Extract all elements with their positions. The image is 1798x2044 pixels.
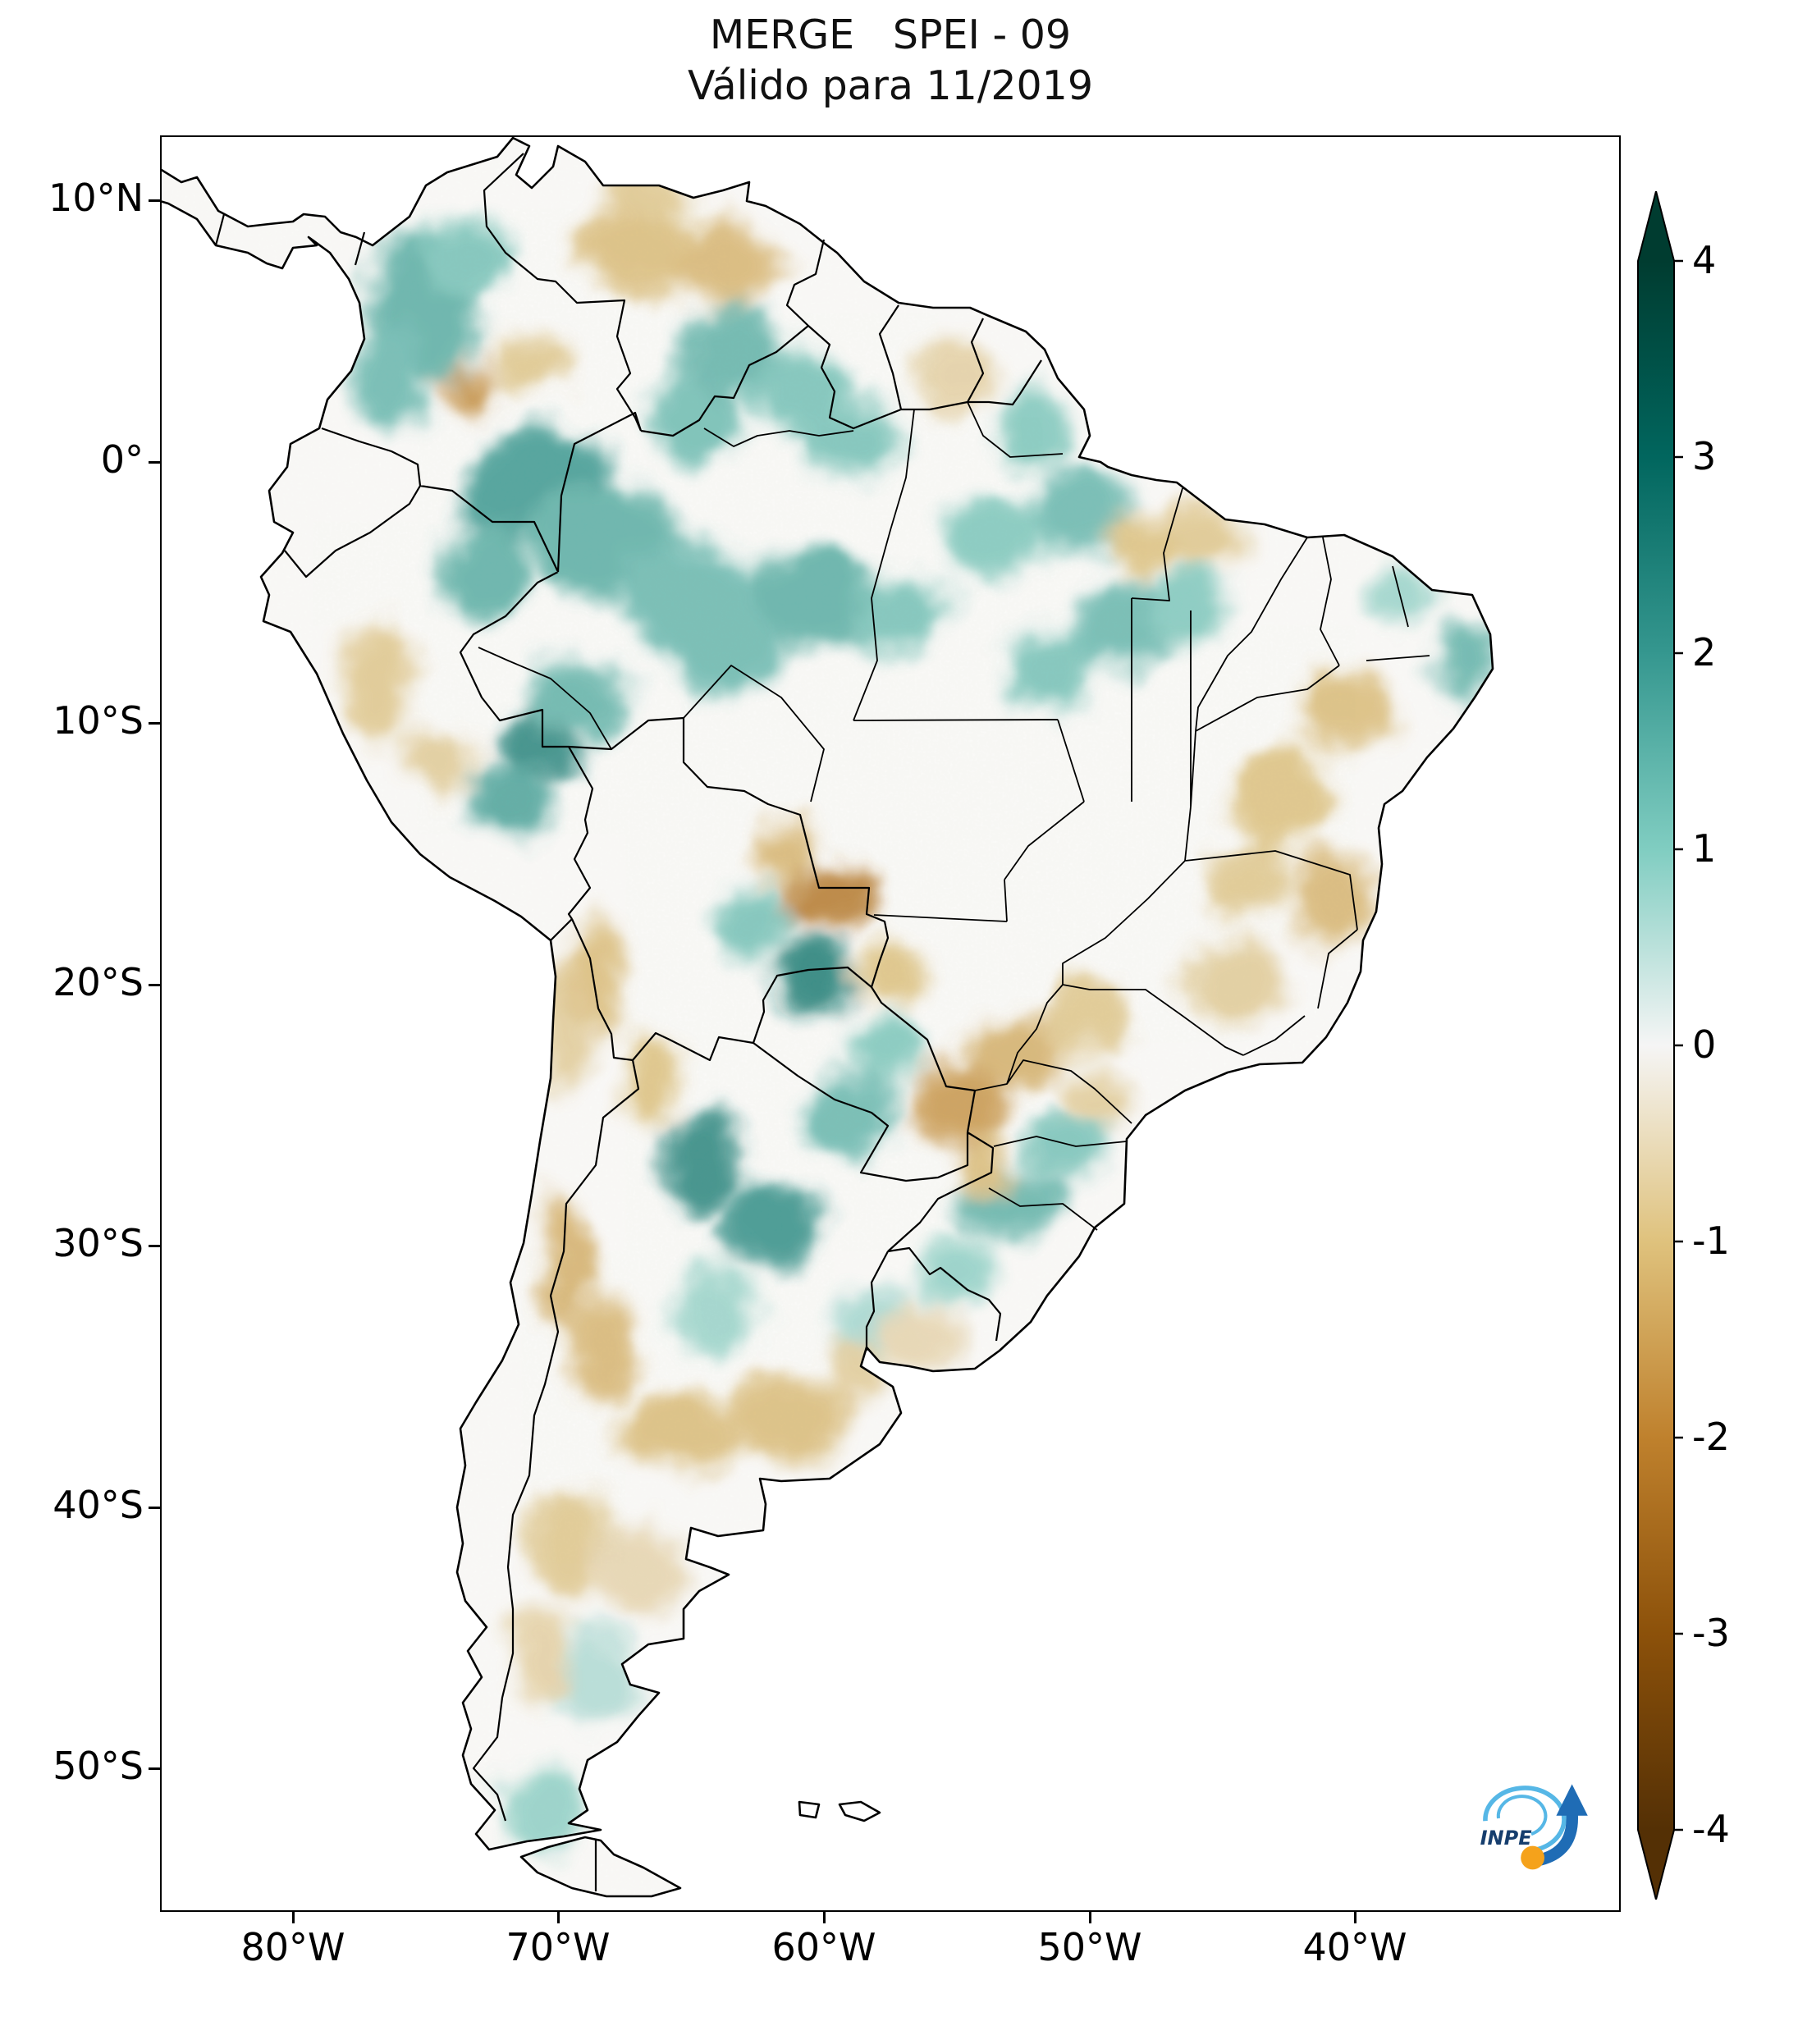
colorbar-tick-label: -4	[1692, 1807, 1730, 1851]
x-axis-tick	[557, 1912, 560, 1923]
chart-subtitle: Válido para 11/2019	[687, 62, 1094, 109]
colorbar	[1637, 191, 1683, 1900]
y-axis-tick	[149, 984, 160, 986]
colorbar-tick-label: 0	[1692, 1022, 1717, 1067]
logo-swirl-icon	[1483, 1786, 1567, 1853]
colorbar-tick-label: 2	[1692, 630, 1717, 674]
logo-arrowhead-icon	[1556, 1784, 1588, 1816]
y-axis-tick	[149, 461, 160, 464]
x-axis-tick-label: 40°W	[1302, 1925, 1407, 1969]
colorbar-extend-top	[1638, 191, 1674, 261]
x-axis-tick-label: 60°W	[771, 1925, 876, 1969]
y-axis-tick	[149, 199, 160, 202]
y-axis-tick-label: 40°S	[53, 1483, 144, 1527]
coastline-strokes	[160, 136, 1494, 1898]
colorbar-extend-bottom	[1638, 1830, 1674, 1900]
y-axis-tick-label: 0°	[100, 437, 144, 482]
y-axis-tick	[149, 1767, 160, 1770]
x-axis-tick-label: 50°W	[1037, 1925, 1142, 1969]
y-axis-tick-label: 30°S	[53, 1221, 144, 1265]
y-axis-tick	[149, 1245, 160, 1247]
colorbar-tick-label: 4	[1692, 238, 1717, 282]
x-axis-tick	[823, 1912, 826, 1923]
falkland-islands	[798, 1800, 881, 1822]
x-axis-tick	[292, 1912, 295, 1923]
colorbar-ticks	[1674, 259, 1683, 1831]
speckle-texture	[160, 138, 1493, 1896]
colorbar-tick-label: 3	[1692, 434, 1717, 478]
inpe-logo: INPE	[1480, 1784, 1588, 1870]
x-axis-tick	[1354, 1912, 1357, 1923]
y-axis-tick-label: 50°S	[53, 1744, 144, 1788]
y-axis-tick	[149, 722, 160, 725]
colorbar-body	[1638, 261, 1674, 1830]
chart-title: MERGE SPEI - 09	[709, 11, 1072, 58]
y-axis-tick	[149, 1507, 160, 1509]
y-axis-tick-label: 10°N	[48, 176, 144, 220]
logo-swirl-inner-icon	[1496, 1795, 1548, 1836]
state-borders	[478, 401, 1430, 1231]
colorbar-tick-label: 1	[1692, 826, 1717, 871]
y-axis-tick-label: 10°S	[53, 698, 144, 743]
y-axis-tick-label: 20°S	[53, 960, 144, 1004]
logo-orange-dot-icon	[1521, 1845, 1544, 1870]
x-axis-tick-label: 70°W	[506, 1925, 611, 1969]
colorbar-tick-label: -1	[1692, 1219, 1730, 1263]
colorbar-tick-label: -2	[1692, 1415, 1730, 1459]
logo-arrow-icon	[1531, 1807, 1578, 1867]
colorbar-tick-label: -3	[1692, 1611, 1730, 1655]
country-borders	[214, 153, 1042, 1891]
x-axis-tick-label: 80°W	[240, 1925, 345, 1969]
logo-text: INPE	[1480, 1827, 1533, 1850]
x-axis-tick	[1089, 1912, 1091, 1923]
south-america-map	[160, 136, 1494, 1898]
